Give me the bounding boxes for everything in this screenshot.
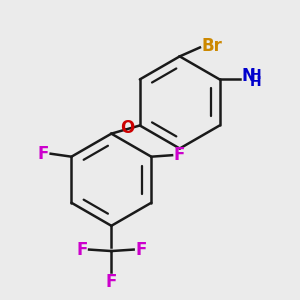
Text: F: F [38, 145, 49, 163]
Text: H: H [250, 68, 262, 82]
Text: N: N [241, 68, 255, 85]
Text: F: F [135, 241, 146, 259]
Text: O: O [120, 119, 134, 137]
Text: F: F [76, 241, 88, 259]
Text: Br: Br [201, 37, 222, 55]
Text: H: H [250, 75, 262, 89]
Text: F: F [106, 273, 117, 291]
Text: F: F [174, 146, 185, 164]
